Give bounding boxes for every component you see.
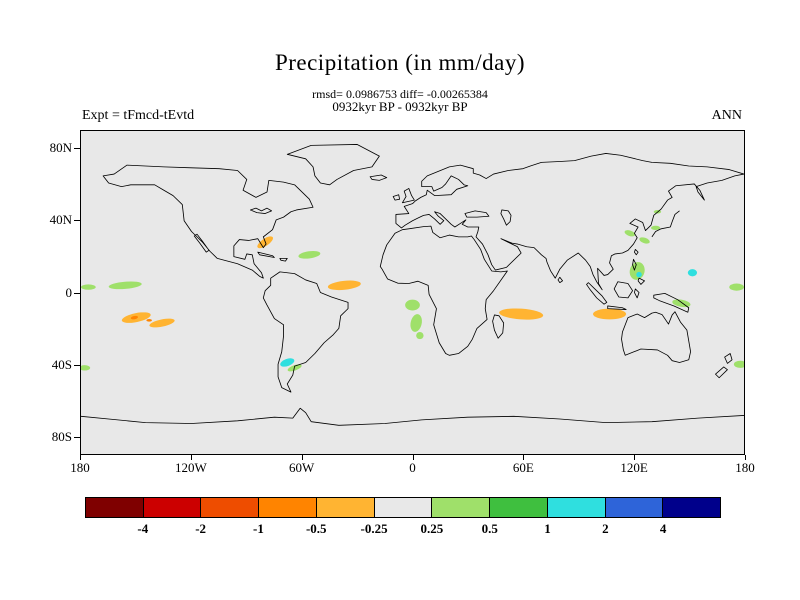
x-tick-mark <box>301 455 303 460</box>
anomaly-patch <box>416 331 424 340</box>
colorbar-cell <box>315 497 375 518</box>
x-tick-label: 180 <box>735 460 755 475</box>
colorbar-level-label: -0.5 <box>305 521 327 536</box>
anomaly-patch <box>729 283 744 291</box>
colorbar-cell <box>489 497 548 518</box>
anomaly-patch <box>592 308 627 320</box>
x-tick-mark <box>523 455 525 460</box>
y-tick-mark <box>74 220 80 222</box>
y-tick-mark <box>74 364 80 366</box>
x-tick-label: 180 <box>70 460 90 475</box>
x-tick-label: 120W <box>174 460 207 475</box>
anomaly-patch <box>130 315 139 320</box>
colorbar-cell <box>546 497 606 518</box>
x-tick-mark <box>634 455 636 460</box>
y-tick-label: 80S <box>51 428 72 444</box>
anomaly-patch <box>499 308 544 320</box>
colorbar-cell <box>662 497 722 518</box>
anomaly-patch <box>327 280 361 291</box>
colorbar-level-label: -1 <box>253 521 264 536</box>
x-tick-mark <box>80 455 81 460</box>
map-canvas <box>81 131 744 454</box>
chart-title: Precipitation (in mm/day) <box>274 50 526 75</box>
colorbar-cell <box>142 497 202 518</box>
anomaly-patch <box>81 365 91 371</box>
anomaly-patch <box>405 299 420 311</box>
y-tick-mark <box>74 436 80 438</box>
x-tick-mark <box>412 455 414 460</box>
y-tick-mark <box>74 292 80 294</box>
colorbar-level-label: 4 <box>659 521 667 536</box>
y-tick-mark <box>74 148 80 150</box>
colorbar-cell <box>431 497 491 518</box>
anomaly-patch <box>149 318 175 328</box>
colorbar-cell <box>373 497 433 518</box>
x-tick-label: 60E <box>512 460 534 475</box>
anomaly-patch <box>81 284 96 290</box>
world-map <box>80 130 745 455</box>
x-tick-mark <box>745 455 746 460</box>
colorbar-level-label: -2 <box>195 521 207 536</box>
x-tick-label: 60W <box>289 460 315 475</box>
anomaly-patch <box>146 319 152 322</box>
colorbar-level-label: 2 <box>602 521 609 536</box>
colorbar-level-label: 1 <box>544 521 551 536</box>
anomaly-patch <box>410 314 422 332</box>
anomaly-patch <box>639 237 650 244</box>
colorbar-level-label: 0.5 <box>481 521 498 536</box>
ocean-background <box>81 131 744 454</box>
anomaly-patch <box>636 271 642 278</box>
anomaly-patch <box>108 281 142 290</box>
comparison-line: 0932kyr BP - 0932kyr BP <box>332 99 468 114</box>
y-tick-label: 0 <box>65 284 73 300</box>
x-tick-label: 120E <box>620 460 648 475</box>
colorbar-cell <box>604 497 664 518</box>
experiment-label: Expt = tFmcd-tEvtd <box>82 108 195 123</box>
colorbar-cell <box>200 497 260 518</box>
y-tick-label: 40N <box>49 212 72 228</box>
coastlines-path <box>81 144 744 426</box>
anomaly-patch-layer <box>81 209 744 372</box>
colorbar-cell <box>258 497 317 518</box>
anomaly-patch <box>687 269 698 277</box>
anomaly-patch <box>733 360 744 368</box>
stats-line: rmsd= 0.0986753 diff= -0.00265384 <box>312 87 488 101</box>
anomaly-patch <box>280 358 295 367</box>
anomaly-patch <box>624 230 636 237</box>
colorbar <box>85 497 722 518</box>
colorbar-level-label: 0.25 <box>420 521 444 536</box>
anomaly-patch <box>650 225 661 231</box>
y-tick-label: 40S <box>51 356 72 372</box>
colorbar-cell <box>85 497 144 518</box>
anomaly-patch <box>298 250 321 259</box>
y-tick-label: 80N <box>49 140 72 156</box>
colorbar-level-label: -4 <box>137 521 149 536</box>
x-tick-label: 0 <box>409 460 416 475</box>
season-label: ANN <box>711 108 742 123</box>
x-tick-mark <box>190 455 192 460</box>
colorbar-level-label: -0.25 <box>360 521 388 536</box>
